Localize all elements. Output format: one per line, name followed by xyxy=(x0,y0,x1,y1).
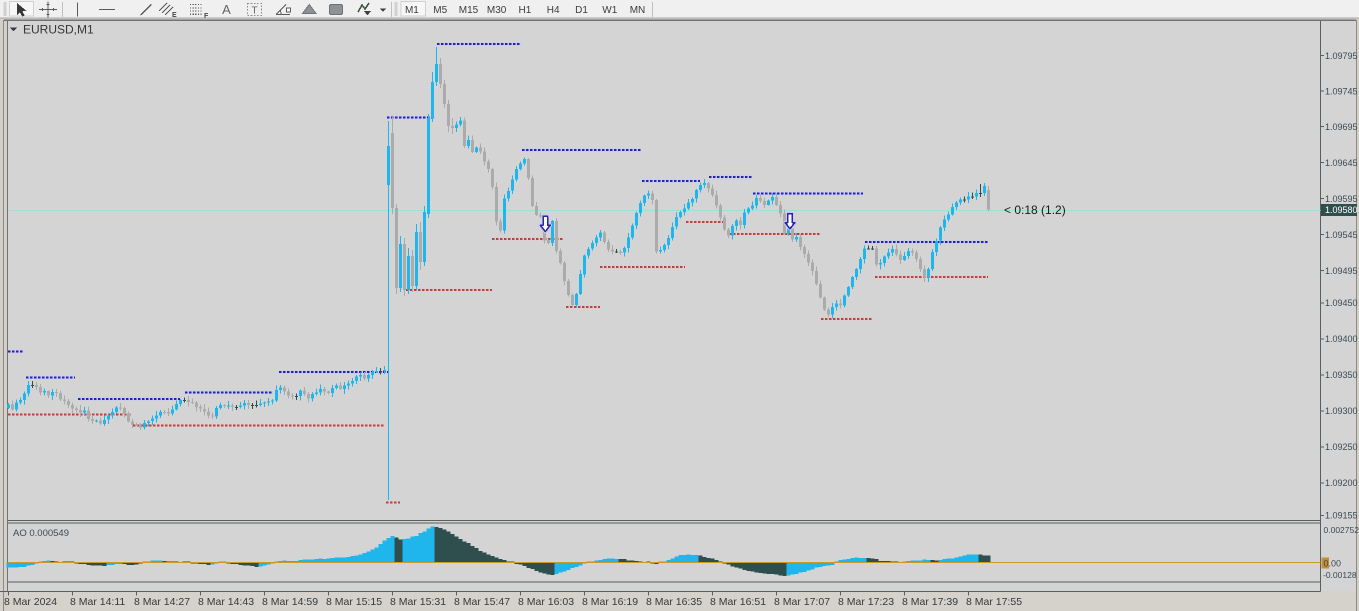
svg-text:8 Mar 17:55: 8 Mar 17:55 xyxy=(966,596,1022,608)
svg-text:M30: M30 xyxy=(487,5,507,16)
svg-text:8 Mar 14:11: 8 Mar 14:11 xyxy=(70,596,125,608)
svg-text:MN: MN xyxy=(630,5,646,16)
svg-text:1.09400: 1.09400 xyxy=(1325,334,1358,344)
svg-text:1.09450: 1.09450 xyxy=(1325,298,1358,308)
svg-text:D1: D1 xyxy=(575,5,588,16)
svg-text:1.09795: 1.09795 xyxy=(1325,51,1358,61)
svg-text:0.00: 0.00 xyxy=(1324,559,1342,569)
svg-text:H1: H1 xyxy=(519,5,532,16)
svg-text:1.09250: 1.09250 xyxy=(1325,442,1358,452)
svg-text:H4: H4 xyxy=(547,5,560,16)
svg-text:A: A xyxy=(222,2,231,17)
svg-text:8 Mar 15:15: 8 Mar 15:15 xyxy=(326,596,382,608)
svg-text:1.09580: 1.09580 xyxy=(1325,205,1358,215)
svg-text:8 Mar 14:59: 8 Mar 14:59 xyxy=(262,596,318,608)
svg-text:1.09300: 1.09300 xyxy=(1325,406,1358,416)
svg-text:8 Mar 17:23: 8 Mar 17:23 xyxy=(838,596,894,608)
svg-text:8 Mar 14:27: 8 Mar 14:27 xyxy=(134,596,190,608)
svg-text:AO 0.000549: AO 0.000549 xyxy=(13,528,69,539)
svg-text:8 Mar 16:03: 8 Mar 16:03 xyxy=(518,596,574,608)
svg-text:8 Mar 15:47: 8 Mar 15:47 xyxy=(454,596,510,608)
svg-text:8 Mar 14:43: 8 Mar 14:43 xyxy=(198,596,254,608)
svg-text:1.09645: 1.09645 xyxy=(1325,158,1358,168)
svg-text:8 Mar 16:19: 8 Mar 16:19 xyxy=(582,596,638,608)
svg-text:-0.00128: -0.00128 xyxy=(1323,570,1357,580)
svg-text:M5: M5 xyxy=(433,5,447,16)
svg-text:T: T xyxy=(251,6,257,17)
svg-text:E: E xyxy=(172,12,177,19)
svg-text:1.09545: 1.09545 xyxy=(1325,230,1358,240)
svg-text:1.09745: 1.09745 xyxy=(1325,86,1358,96)
svg-text:8 Mar 16:51: 8 Mar 16:51 xyxy=(710,596,766,608)
svg-text:8 Mar 15:31: 8 Mar 15:31 xyxy=(390,596,446,608)
svg-text:1.09350: 1.09350 xyxy=(1325,370,1358,380)
svg-text:8 Mar 17:07: 8 Mar 17:07 xyxy=(774,596,830,608)
svg-text:M15: M15 xyxy=(459,5,479,16)
svg-text:M1: M1 xyxy=(405,5,419,16)
svg-text:1.09695: 1.09695 xyxy=(1325,122,1358,132)
svg-text:1.09155: 1.09155 xyxy=(1325,511,1358,521)
svg-text:< 0:18 (1.2): < 0:18 (1.2) xyxy=(1004,203,1066,217)
svg-text:EURUSD,M1: EURUSD,M1 xyxy=(23,23,94,37)
svg-text:W1: W1 xyxy=(602,5,617,16)
svg-text:1.09200: 1.09200 xyxy=(1325,478,1358,488)
svg-text:1.09495: 1.09495 xyxy=(1325,266,1358,276)
svg-text:0.002752: 0.002752 xyxy=(1324,525,1359,535)
svg-text:8 Mar 2024: 8 Mar 2024 xyxy=(4,596,57,608)
svg-text:1.09595: 1.09595 xyxy=(1325,194,1358,204)
svg-text:8 Mar 17:39: 8 Mar 17:39 xyxy=(902,596,958,608)
svg-text:F: F xyxy=(204,13,209,20)
svg-text:8 Mar 16:35: 8 Mar 16:35 xyxy=(646,596,702,608)
